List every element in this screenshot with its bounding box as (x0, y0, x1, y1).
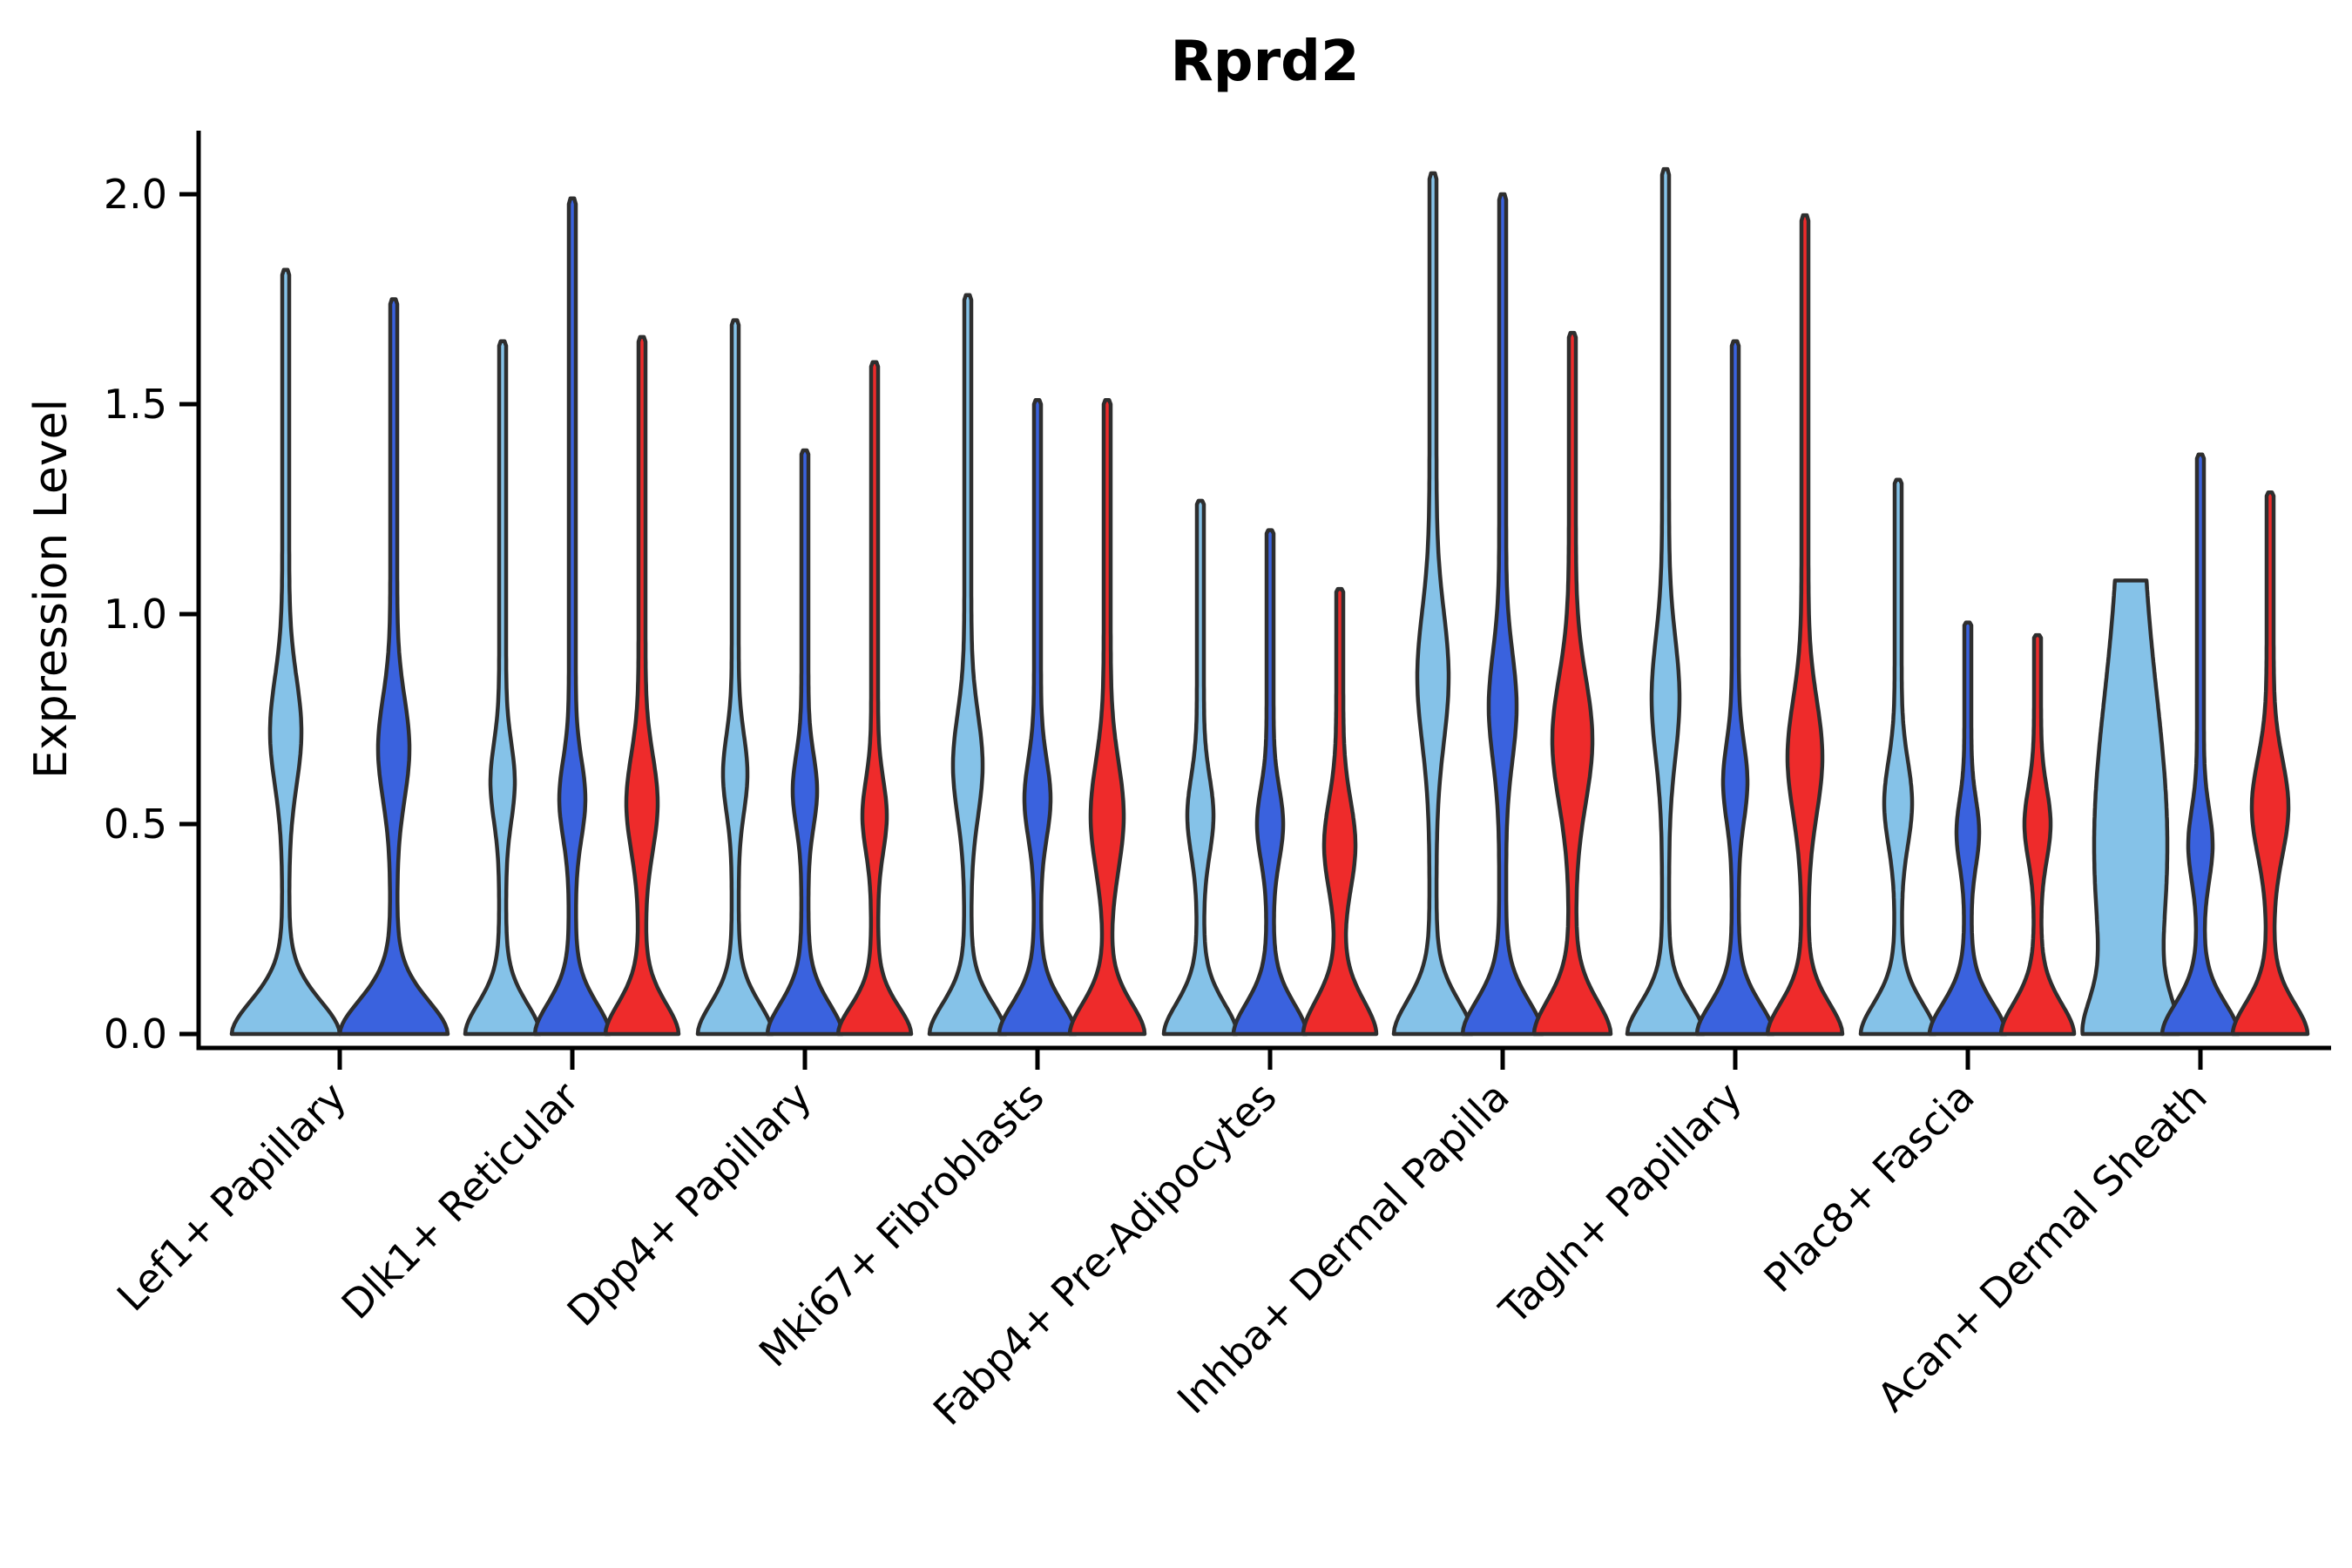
violin-tagln-papillary-split1 (1625, 166, 1707, 1037)
violin-plac8-fascia-split2 (1927, 620, 2009, 1037)
violin-mki67-fibroblasts-split1 (927, 293, 1009, 1037)
violin-plac8-fascia-split1 (1858, 477, 1938, 1037)
x-tick-label-lef1-papillary: Lef1+ Papillary (108, 1073, 355, 1321)
violin-tagln-papillary-split2 (1694, 339, 1776, 1037)
violin-dpp4-papillary-split1 (695, 318, 775, 1037)
violin-fabp4-pre-adipocytes-split1 (1161, 498, 1240, 1037)
y-axis-label: Expression Level (25, 399, 78, 779)
chart-title: Rprd2 (1171, 30, 1360, 94)
violin-lef1-papillary-split2 (337, 297, 450, 1037)
y-axis-ticks: 0.0 0.5 1.0 1.5 2.0 (104, 171, 199, 1058)
violin-dlk1-reticular-split2 (532, 196, 612, 1037)
y-tick-label-0.5: 0.5 (104, 801, 167, 848)
y-tick-label-0.0: 0.0 (104, 1010, 167, 1058)
violin-plac8-fascia-split3 (1998, 632, 2077, 1037)
violin-mki67-fibroblasts-split2 (997, 397, 1078, 1037)
violin-mki67-fibroblasts-split3 (1067, 397, 1147, 1037)
violin-dlk1-reticular-split3 (603, 335, 681, 1037)
violin-fabp4-pre-adipocytes-split2 (1231, 528, 1309, 1037)
x-tick-label-tagln-papillary: Tagln+ Papillary (1490, 1073, 1751, 1335)
violin-acan-dermal-sheath-split1 (2080, 578, 2181, 1037)
violin-fabp4-pre-adipocytes-split3 (1301, 586, 1379, 1037)
violin-tagln-papillary-split3 (1765, 213, 1845, 1037)
y-tick-label-1.0: 1.0 (104, 591, 167, 638)
violin-acan-dermal-sheath-split2 (2159, 452, 2241, 1037)
violin-acan-dermal-sheath-split3 (2230, 490, 2310, 1037)
x-tick-label-dlk1-reticular: Dlk1+ Reticular (333, 1073, 588, 1328)
x-tick-label-dpp4-papillary: Dpp4+ Papillary (558, 1073, 821, 1335)
y-tick-label-2.0: 2.0 (104, 171, 167, 218)
violin-inhba-dermal-papilla-split2 (1460, 192, 1545, 1037)
y-tick-label-1.5: 1.5 (104, 381, 167, 428)
violin-inhba-dermal-papilla-split3 (1531, 330, 1613, 1037)
violins-layer (229, 166, 2310, 1037)
violin-inhba-dermal-papilla-split1 (1391, 171, 1475, 1037)
violin-lef1-papillary-split1 (229, 267, 342, 1037)
violin-dlk1-reticular-split1 (463, 339, 543, 1037)
x-tick-label-plac8-fascia: Plac8+ Fascia (1754, 1073, 1983, 1301)
violin-dpp4-papillary-split3 (835, 360, 914, 1037)
violin-dpp4-papillary-split2 (765, 448, 845, 1037)
